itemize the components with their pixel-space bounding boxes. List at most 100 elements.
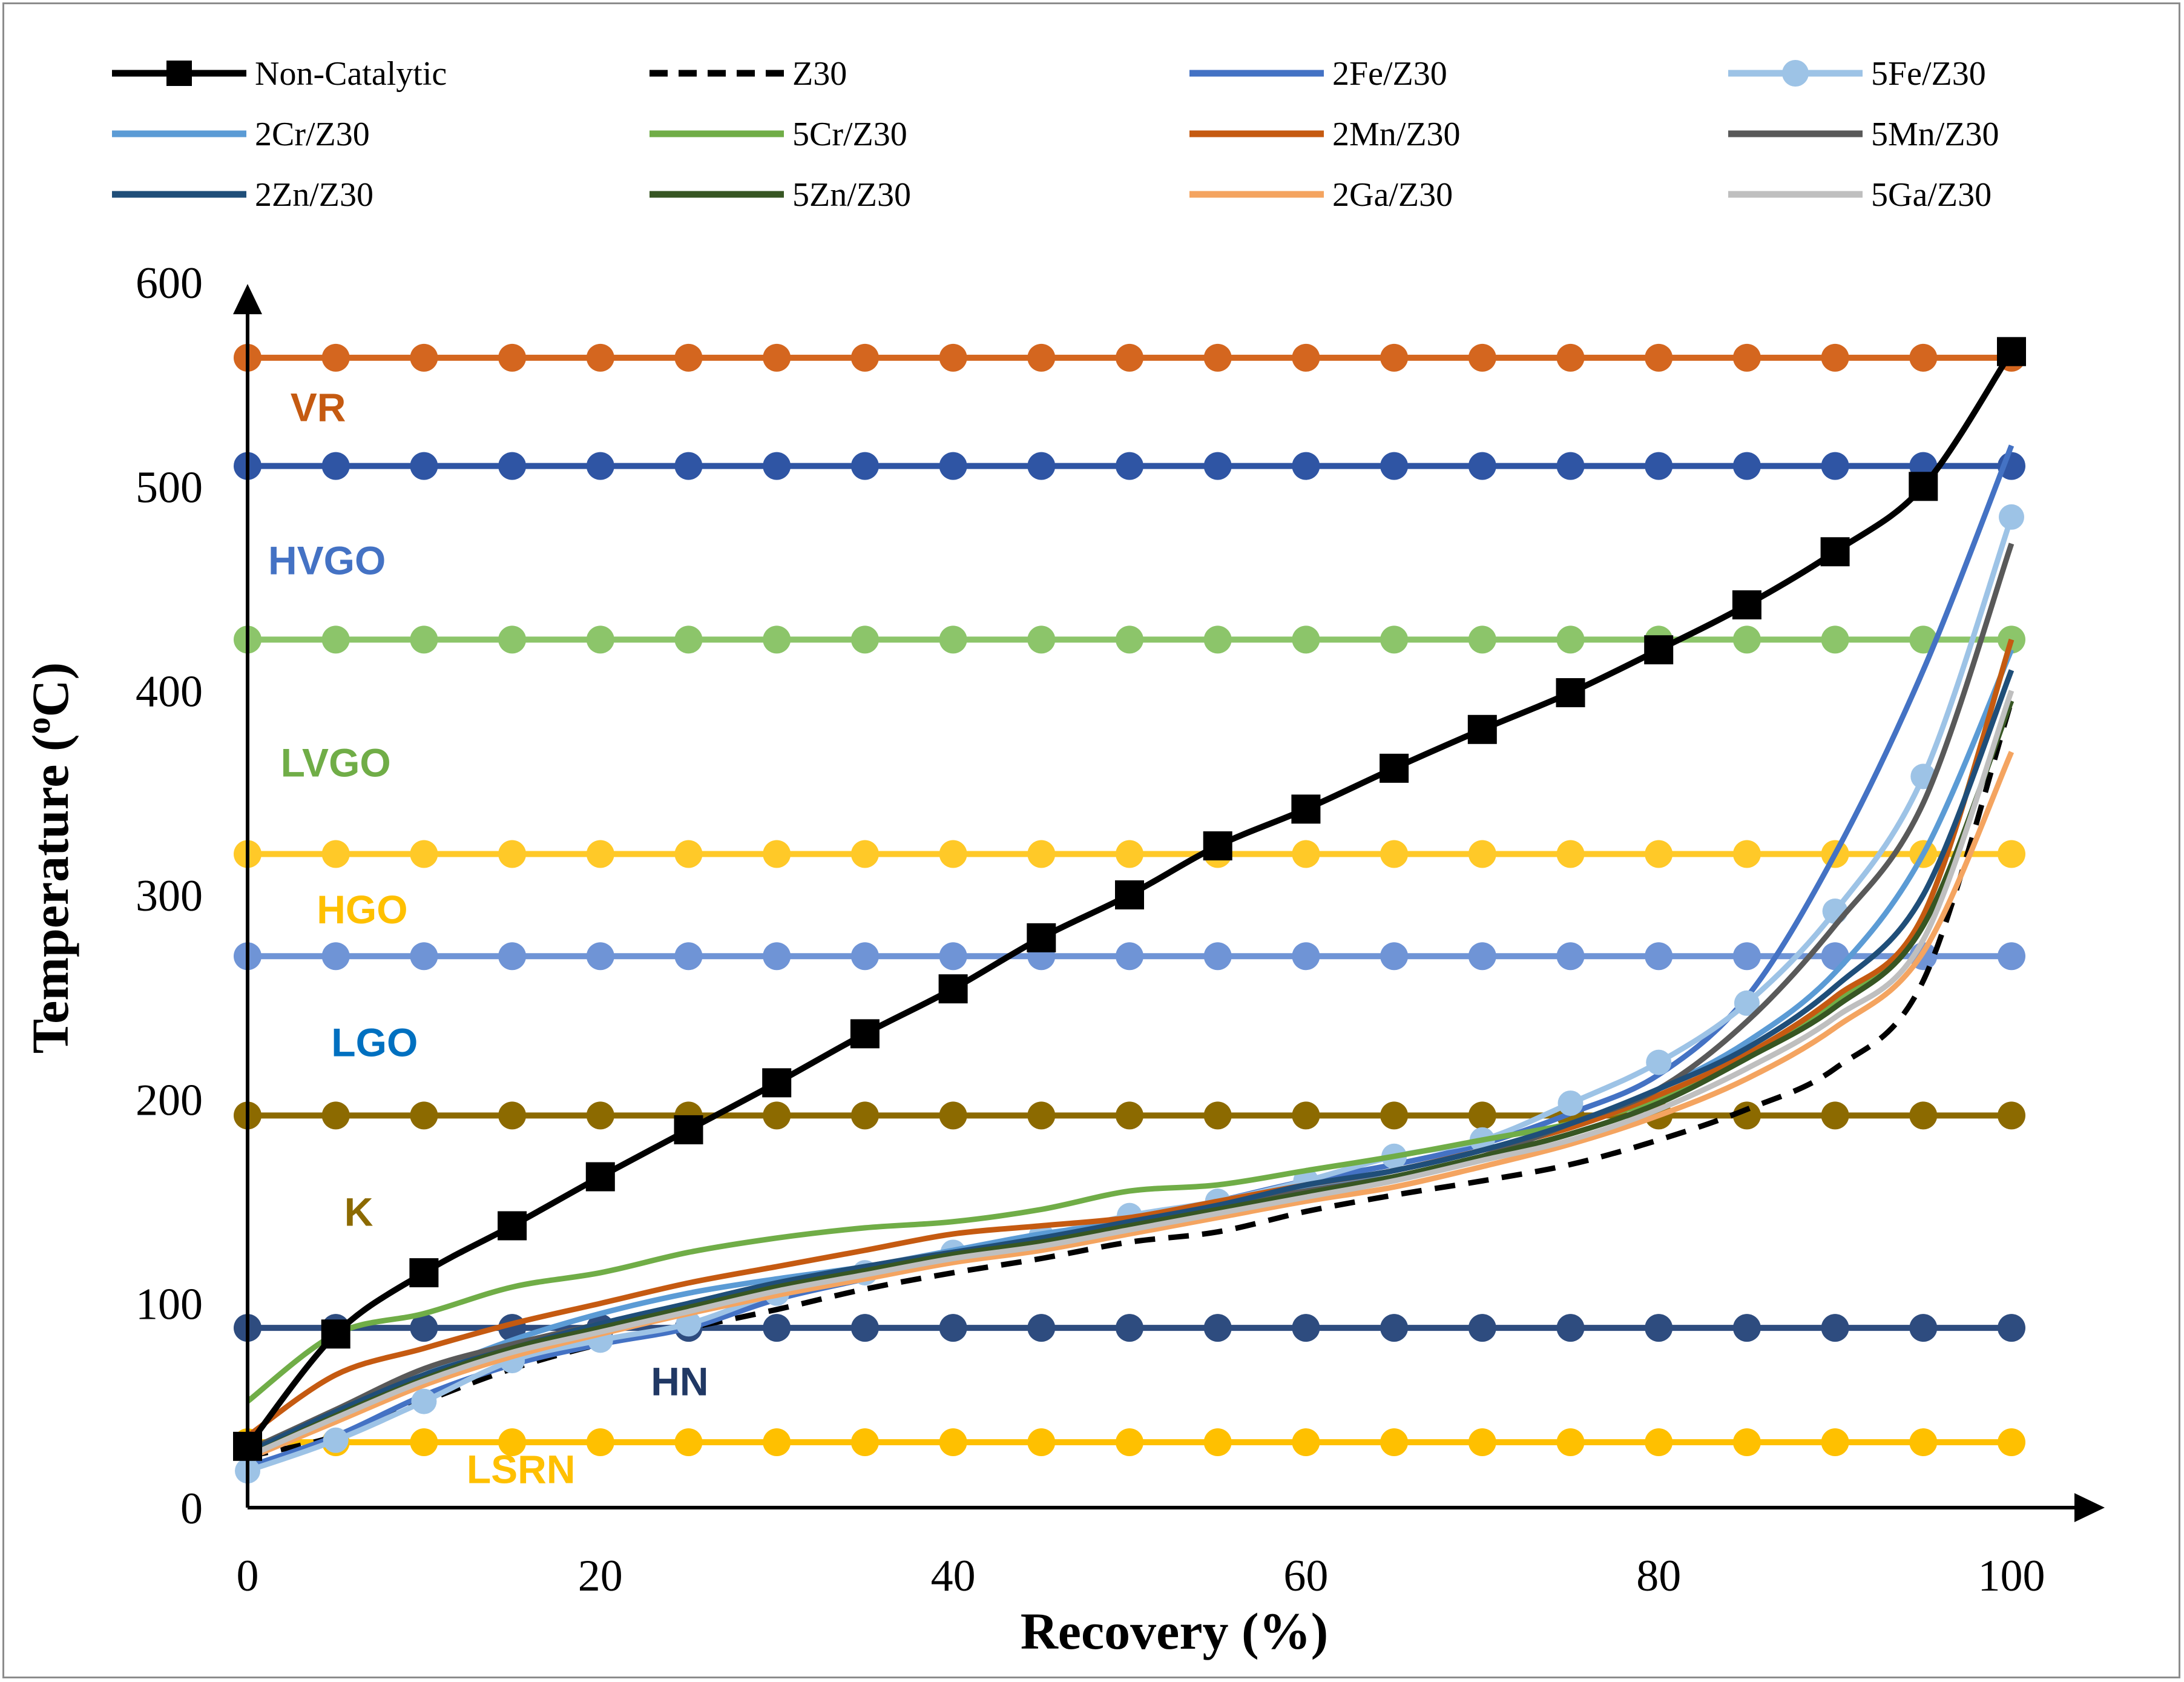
reference-point — [763, 1101, 791, 1130]
series — [233, 337, 2026, 1461]
reference-point — [1645, 343, 1673, 372]
reference-point — [586, 452, 614, 480]
reference-point — [1909, 625, 1938, 654]
reference-point — [1556, 942, 1585, 971]
band-label: VR — [291, 384, 346, 429]
y-axis-title-end: C) — [21, 662, 79, 717]
reference-point — [1203, 625, 1232, 654]
reference-point — [850, 343, 879, 372]
reference-point — [410, 1428, 438, 1457]
x-axis-title: Recovery (%) — [1021, 1602, 1329, 1660]
legend-item: 2Zn/Z30 — [112, 176, 373, 214]
band-label: LGO — [331, 1020, 418, 1064]
reference-point — [1556, 452, 1585, 480]
reference-point — [1027, 1314, 1056, 1342]
reference-point — [410, 343, 438, 372]
reference-point — [1821, 625, 1849, 654]
reference-point — [1909, 343, 1938, 372]
series-layer — [233, 337, 2026, 1484]
reference-point — [1732, 343, 1761, 372]
reference-point — [1468, 840, 1496, 868]
reference-point — [1027, 343, 1056, 372]
reference-point — [1468, 343, 1496, 372]
data-point — [411, 1388, 437, 1414]
reference-point — [1732, 1314, 1761, 1342]
reference-point — [939, 625, 967, 654]
reference-point — [1380, 840, 1409, 868]
reference-point — [1732, 625, 1761, 654]
data-point — [674, 1115, 703, 1144]
reference-point — [939, 840, 967, 868]
reference-line — [234, 1428, 2025, 1457]
reference-point — [1556, 840, 1585, 868]
reference-point — [1027, 625, 1056, 654]
reference-point — [410, 840, 438, 868]
data-point — [1557, 1090, 1584, 1116]
reference-point — [850, 452, 879, 480]
reference-point — [850, 942, 879, 971]
reference-point — [410, 1101, 438, 1130]
reference-point — [1380, 1314, 1409, 1342]
data-point — [938, 974, 968, 1004]
reference-point — [1203, 452, 1232, 480]
reference-point — [1292, 1428, 1320, 1457]
legend-marker — [166, 61, 192, 86]
data-point — [323, 1427, 349, 1453]
reference-point — [410, 452, 438, 480]
reference-point — [498, 1428, 527, 1457]
reference-point — [1116, 1314, 1143, 1342]
reference-point — [1468, 625, 1496, 654]
data-point — [1644, 635, 1674, 665]
reference-point — [1645, 942, 1673, 971]
reference-point — [1821, 1428, 1849, 1457]
reference-point — [321, 942, 350, 971]
reference-point — [1203, 343, 1232, 372]
reference-line — [234, 1101, 2025, 1130]
series-line — [246, 690, 2015, 1459]
legend-item: Z30 — [650, 55, 847, 93]
reference-point — [1998, 1428, 2025, 1457]
reference-point — [1203, 1428, 1232, 1457]
data-point — [1646, 1049, 1672, 1075]
reference-point — [1821, 343, 1849, 372]
y-tick-label: 400 — [136, 667, 203, 717]
legend-label: 2Fe/Z30 — [1332, 55, 1447, 93]
legend-item: 5Fe/Z30 — [1728, 55, 1986, 93]
data-point — [1291, 794, 1321, 824]
reference-point — [939, 942, 967, 971]
reference-point — [498, 942, 527, 971]
reference-point — [586, 1428, 614, 1457]
legend-label: 2Mn/Z30 — [1332, 116, 1461, 153]
reference-point — [321, 625, 350, 654]
reference-point — [498, 1101, 527, 1130]
x-tick-label: 40 — [931, 1551, 976, 1601]
legend-item: 5Zn/Z30 — [650, 176, 911, 214]
reference-point — [410, 942, 438, 971]
reference-point — [674, 625, 703, 654]
legend-item: 5Mn/Z30 — [1728, 116, 1999, 153]
series-line — [246, 751, 2015, 1462]
reference-point — [1116, 840, 1143, 868]
data-point — [409, 1258, 439, 1288]
reference-point — [1468, 1428, 1496, 1457]
reference-point — [1116, 1101, 1143, 1130]
reference-point — [1998, 1314, 2025, 1342]
reference-point — [1556, 343, 1585, 372]
chart-svg: Non-Catalytic Z30 2Fe/Z30 5Fe/Z30 2Cr/Z30 5Cr… — [20, 55, 2105, 1660]
legend-item: 5Cr/Z30 — [650, 116, 907, 153]
reference-point — [674, 343, 703, 372]
legend-marker — [1782, 60, 1809, 87]
reference-point — [763, 840, 791, 868]
data-point — [1380, 753, 1409, 783]
y-tick-label: 0 — [180, 1484, 203, 1534]
reference-point — [1292, 625, 1320, 654]
reference-point — [1998, 840, 2025, 868]
series-line — [246, 699, 2015, 1459]
legend-item: 2Ga/Z30 — [1189, 176, 1453, 214]
legend-item: 2Mn/Z30 — [1189, 116, 1461, 153]
y-tick-label: 200 — [136, 1075, 203, 1125]
reference-point — [1027, 840, 1056, 868]
reference-line — [234, 625, 2025, 654]
reference-point — [1732, 1428, 1761, 1457]
x-tick-label: 20 — [578, 1551, 623, 1601]
